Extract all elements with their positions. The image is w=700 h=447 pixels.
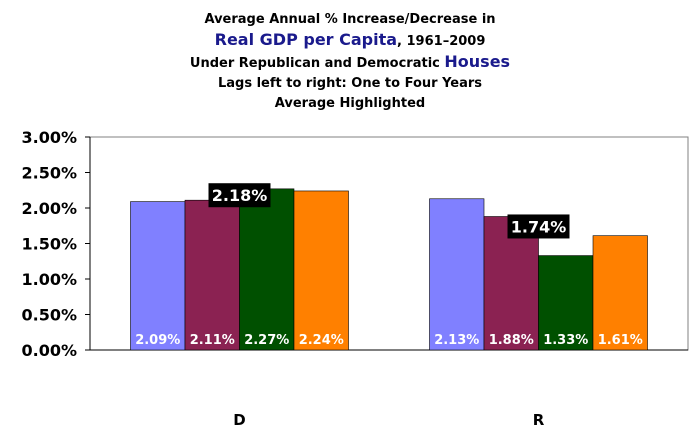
bar (429, 198, 485, 351)
y-tick-label: 0.50% (21, 306, 77, 325)
title-years: , 1961–2009 (397, 34, 486, 49)
bar (592, 235, 648, 351)
y-tick-label: 2.50% (21, 164, 77, 183)
data-label: 1.88% (489, 333, 534, 348)
title-line-4: Lags left to right: One to Four Years (217, 76, 483, 91)
data-label: 1.61% (598, 333, 643, 348)
title-line-5: Average Highlighted (274, 96, 426, 111)
data-label: 1.33% (543, 333, 588, 348)
category-label: R (533, 411, 545, 429)
y-tick-label: 1.00% (21, 270, 77, 289)
title-highlight-gdp: Real GDP per Capita (214, 30, 398, 49)
title-line-2: Real GDP per Capita, 1961–2009 (0, 30, 700, 52)
title-line-1: Average Annual % Increase/Decrease in (204, 12, 496, 27)
title-line-3: Under Republican and Democratic Houses (0, 52, 700, 74)
bar (130, 201, 186, 351)
data-label: 2.09% (135, 333, 180, 348)
average-label: 1.74% (511, 217, 567, 236)
title-under: Under Republican and Democratic (189, 56, 445, 71)
title-highlight-houses: Houses (444, 52, 511, 71)
data-label: 2.13% (434, 333, 479, 348)
y-tick-label: 2.00% (21, 199, 77, 218)
category-label: D (233, 411, 245, 429)
data-label: 2.11% (190, 333, 235, 348)
bar (184, 199, 240, 351)
data-label: 2.24% (299, 333, 344, 348)
y-tick-label: 0.00% (21, 341, 77, 360)
chart-title: Average Annual % Increase/Decrease in Re… (0, 10, 700, 114)
bar (538, 255, 594, 351)
bar (293, 190, 349, 351)
average-label: 2.18% (212, 186, 268, 205)
data-label: 2.27% (244, 333, 289, 348)
average-box (208, 183, 271, 208)
bar (239, 188, 295, 351)
average-box (507, 214, 570, 239)
y-tick-label: 1.50% (21, 235, 77, 254)
y-tick-label: 3.00% (21, 128, 77, 147)
